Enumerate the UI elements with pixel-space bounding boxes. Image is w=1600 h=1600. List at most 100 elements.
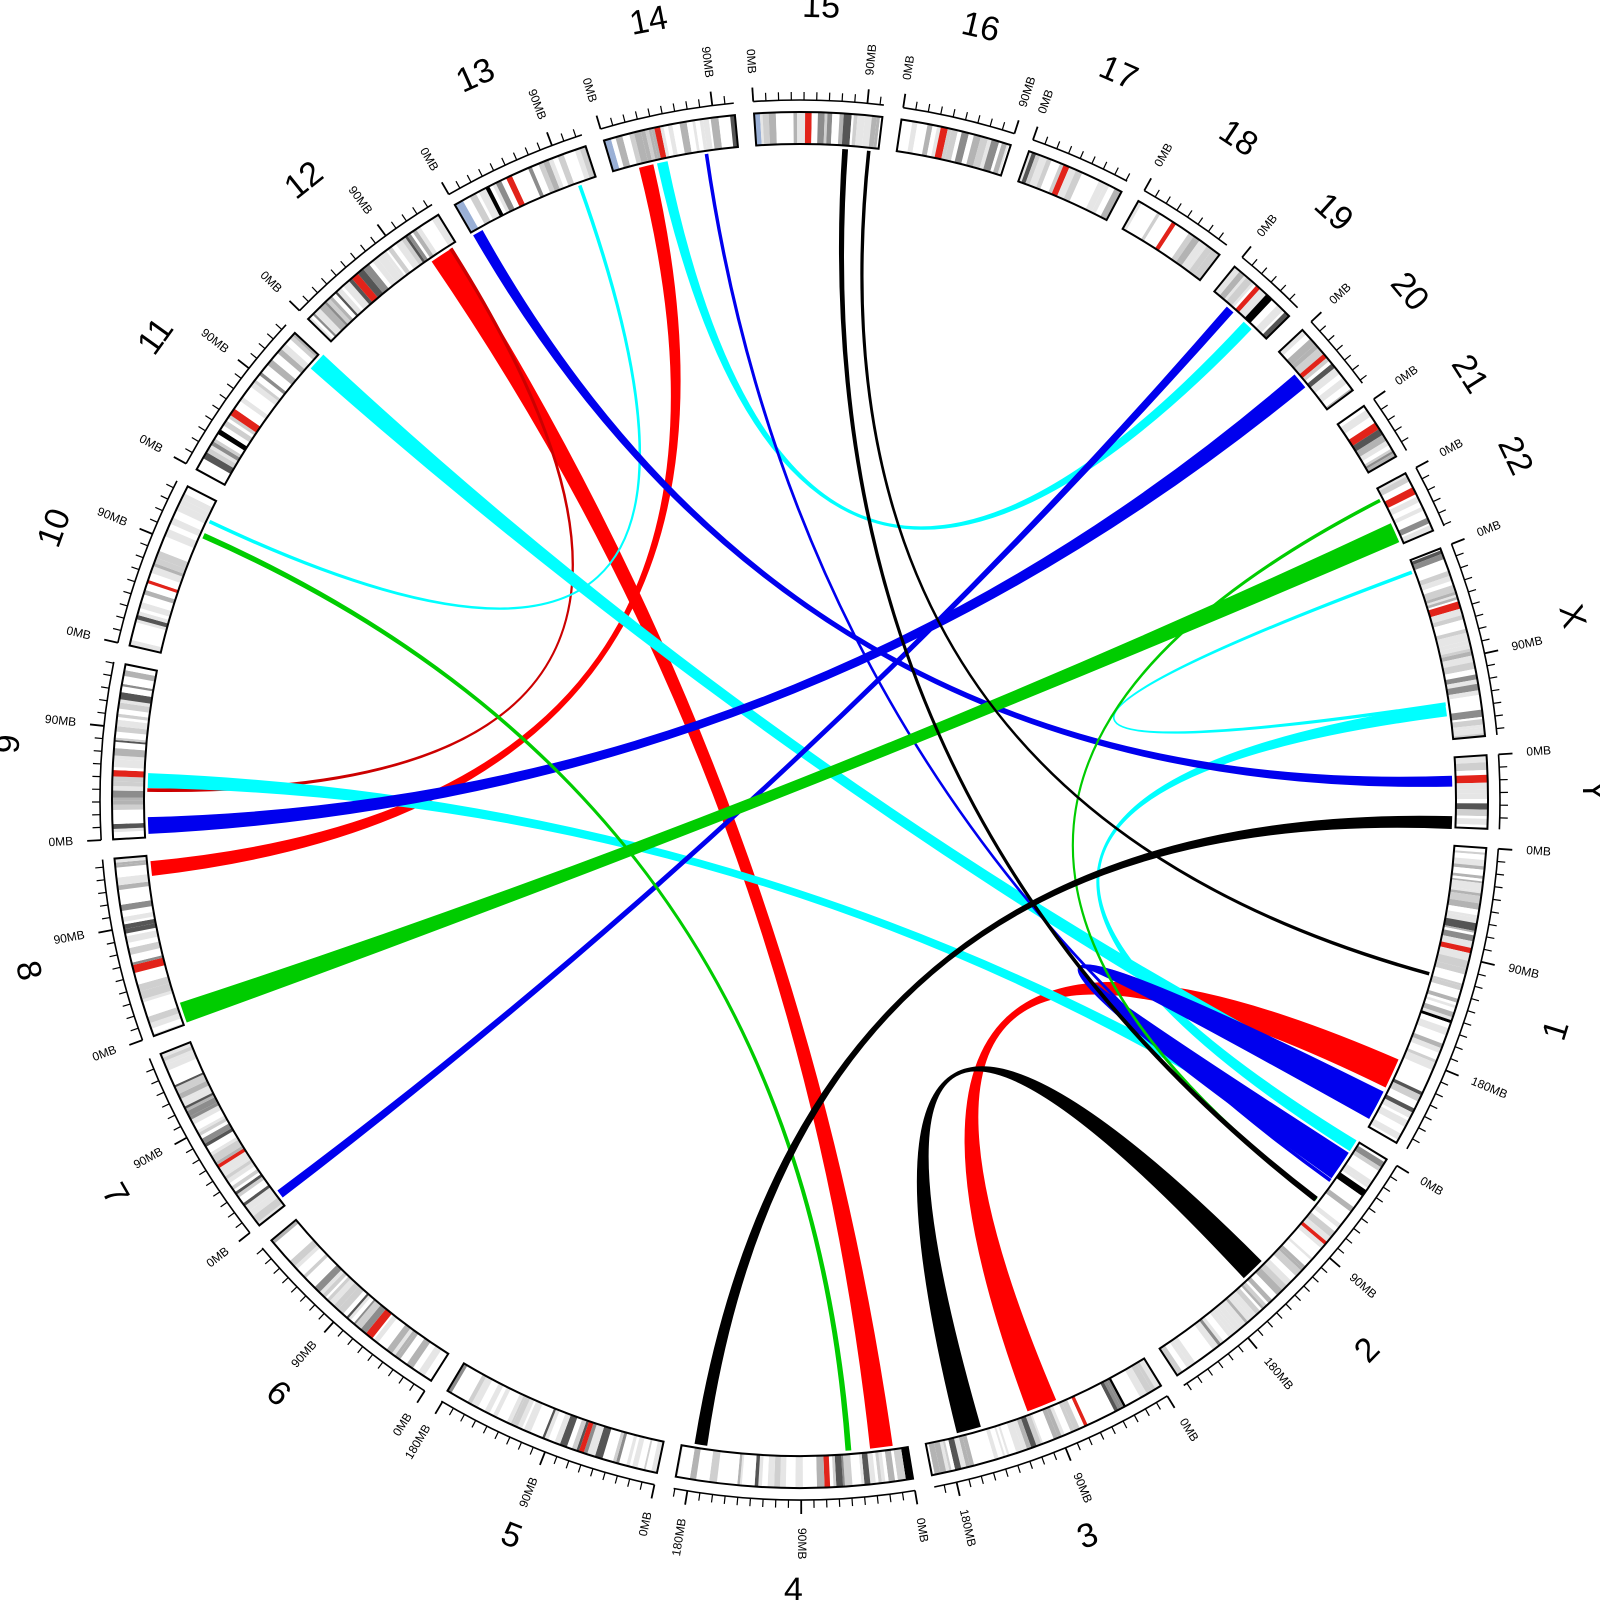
cytoband [790, 1455, 796, 1488]
cytoband [386, 1324, 411, 1354]
cytoband [365, 1308, 392, 1339]
chromosome-y [1453, 754, 1489, 830]
minor-tick [659, 105, 663, 114]
cytoband [360, 1304, 386, 1334]
cytoband [1085, 180, 1106, 213]
cytoband [1455, 782, 1488, 790]
minor-tick [1337, 1247, 1345, 1254]
cytoband [543, 159, 561, 192]
minor-tick [1289, 293, 1296, 301]
minor-tick [1389, 1175, 1398, 1182]
cytoband [966, 134, 982, 168]
cytoband [1451, 718, 1484, 729]
cytoband [754, 1454, 761, 1487]
minor-tick [390, 221, 397, 229]
cytoband [342, 1290, 366, 1316]
cytoband [142, 993, 175, 1007]
cytoband [186, 1097, 218, 1117]
cytoband [125, 927, 158, 937]
cytoband [1411, 550, 1443, 566]
minor-tick [1459, 1034, 1468, 1039]
tick-label: 90MB [44, 712, 77, 729]
minor-tick [627, 1478, 631, 1487]
minor-tick [1353, 1227, 1361, 1234]
minor-tick [1285, 1303, 1292, 1311]
cytoband [797, 112, 806, 145]
cytoband [1373, 1112, 1406, 1135]
cytoband [112, 816, 145, 825]
tick-label: 0MB [1392, 362, 1420, 388]
minor-tick [106, 941, 115, 945]
cytoband [1381, 1098, 1413, 1119]
cytoband [1387, 494, 1418, 511]
cytoband [1268, 1254, 1297, 1282]
minor-tick [1486, 936, 1495, 940]
cytoband [236, 1176, 265, 1198]
cytoband [1414, 1024, 1447, 1040]
cytoband [548, 158, 565, 190]
minor-tick [1303, 1285, 1310, 1292]
cytoband [1337, 405, 1367, 428]
cytoband [133, 622, 167, 637]
tick-label: 90MB [699, 46, 717, 79]
minor-tick [1257, 1329, 1264, 1337]
cytoband [944, 1439, 956, 1472]
cytoband [615, 1432, 628, 1464]
minor-tick [1270, 275, 1277, 283]
major-tick [546, 132, 553, 146]
cytoband [144, 587, 177, 600]
cytoband [292, 332, 319, 358]
cytoband [1103, 1380, 1122, 1410]
cytoband [851, 114, 858, 147]
cytoband [1439, 648, 1472, 659]
chromosome-outline [269, 1218, 450, 1383]
chromosome-label-4: 4 [784, 1571, 803, 1600]
cytoband [185, 1094, 216, 1112]
chromosome-label-3: 3 [1072, 1515, 1103, 1557]
cytoband [1453, 850, 1486, 855]
minor-tick [448, 1407, 454, 1416]
cytoband [852, 1453, 862, 1486]
minor-tick [524, 147, 529, 156]
major-tick [1328, 1257, 1341, 1268]
cytoband [1420, 575, 1453, 591]
chromosome-10 [128, 485, 218, 654]
cytoband [718, 116, 727, 149]
cytoband [257, 1203, 285, 1226]
minor-tick [1418, 1127, 1426, 1132]
minor-tick [602, 1472, 606, 1481]
cytoband [701, 1449, 709, 1482]
cytoband [837, 113, 844, 146]
cytoband [1409, 1036, 1442, 1054]
cytoband [391, 243, 415, 273]
cytoband [1434, 960, 1467, 975]
cytoband [523, 1400, 543, 1433]
cytoband [1359, 440, 1390, 462]
tick-label: 0MB [417, 145, 441, 173]
minor-tick [1427, 486, 1436, 491]
tick-label: 90MB [95, 504, 129, 529]
cytoband [788, 112, 794, 145]
cytoband [383, 250, 406, 279]
cytoband [1016, 1417, 1032, 1450]
cytoband [695, 1448, 707, 1481]
cytoband [1120, 1370, 1141, 1401]
cytoband [730, 115, 738, 148]
cytoband [229, 408, 261, 433]
cytoband [659, 125, 670, 158]
cytoband [1443, 926, 1476, 936]
cytoband [115, 868, 149, 876]
cytoband [112, 827, 145, 833]
cytoband [1158, 223, 1183, 255]
minor-tick [460, 1414, 466, 1422]
cytoband [1049, 1405, 1065, 1437]
chromosome-17 [1017, 149, 1123, 222]
cytoband [137, 976, 171, 992]
minor-tick [1044, 136, 1049, 145]
tick-baseline [753, 99, 884, 106]
cytoband [492, 183, 510, 214]
minor-tick [1394, 426, 1402, 432]
cytoband [1417, 566, 1449, 582]
cytoband [314, 307, 342, 336]
cytoband [348, 278, 373, 305]
